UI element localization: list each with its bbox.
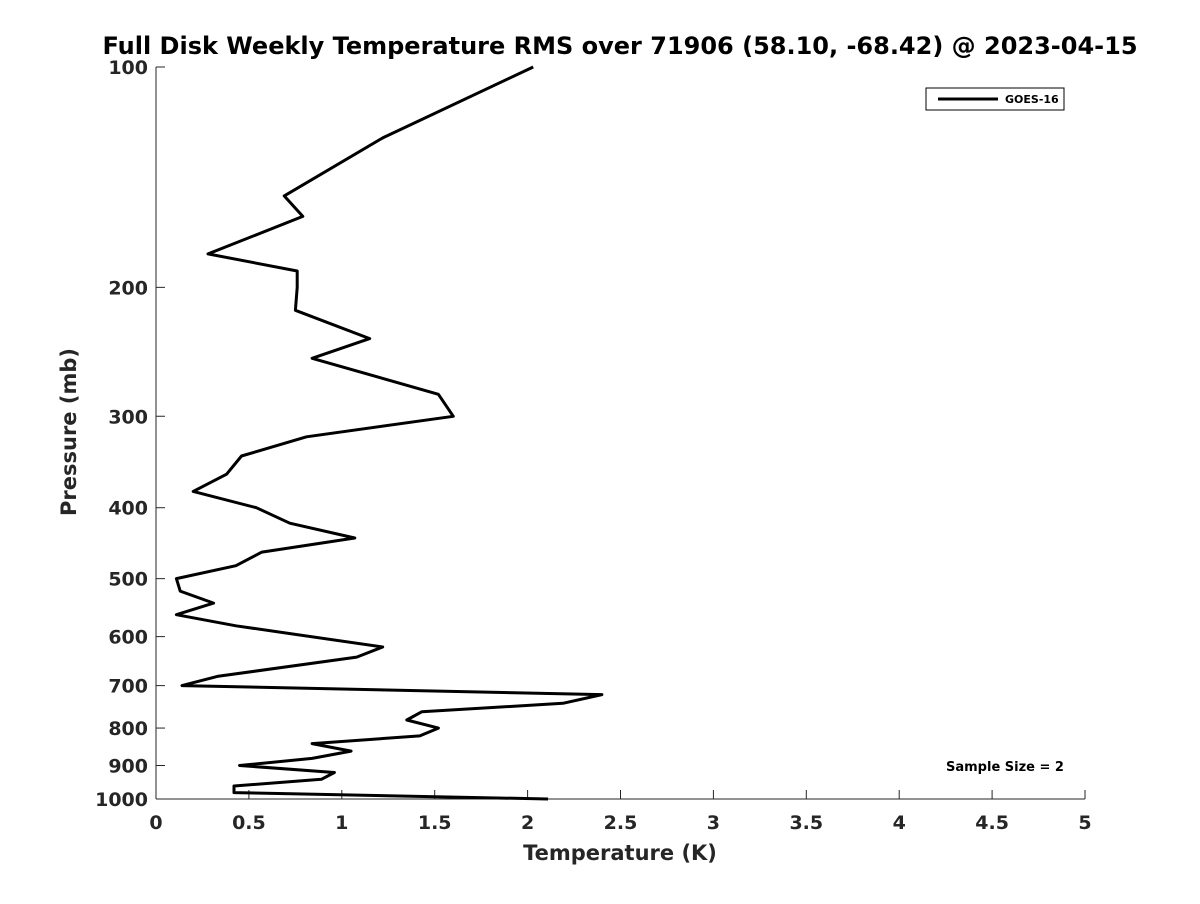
- x-axis-label: Temperature (K): [523, 841, 717, 865]
- y-tick-label: 700: [108, 676, 148, 698]
- ticks: 0 0.5 1 1.5 2 2.5 3 3.5 4 4.5 5 100 200 300 400 500 600 7…: [95, 57, 1092, 834]
- y-tick-label: 300: [108, 406, 148, 428]
- series-layer: [174, 65, 604, 801]
- y-tick-label: 200: [108, 277, 148, 299]
- x-tick-label: 4: [893, 812, 906, 834]
- y-axis-label: Pressure (mb): [57, 348, 81, 516]
- y-tick-label: 1000: [95, 789, 148, 811]
- x-tick-label: 0.5: [232, 812, 266, 834]
- y-tick-label: 500: [108, 569, 148, 591]
- x-tick-label: 2: [521, 812, 534, 834]
- legend: GOES-16: [925, 87, 1065, 111]
- y-tick-label: 800: [108, 718, 148, 740]
- x-tick-label: 3.5: [789, 812, 823, 834]
- sample-size-annotation: Sample Size = 2: [946, 760, 1064, 775]
- x-tick-label: 1.5: [418, 812, 452, 834]
- x-tick-label: 1: [335, 812, 348, 834]
- chart-title: Full Disk Weekly Temperature RMS over 71…: [102, 32, 1137, 60]
- x-tick-label: 3: [707, 812, 720, 834]
- y-tick-label: 600: [108, 627, 148, 649]
- x-tick-label: 2.5: [604, 812, 638, 834]
- y-tick-label: 400: [108, 498, 148, 520]
- y-tick-label: 900: [108, 756, 148, 778]
- x-tick-label: 0: [149, 812, 162, 834]
- legend-entry-goes-16: GOES-16: [1005, 93, 1059, 106]
- x-tick-label: 4.5: [975, 812, 1009, 834]
- series-line-goes-16: [174, 65, 604, 801]
- y-tick-label: 100: [108, 57, 148, 79]
- x-tick-label: 5: [1078, 812, 1091, 834]
